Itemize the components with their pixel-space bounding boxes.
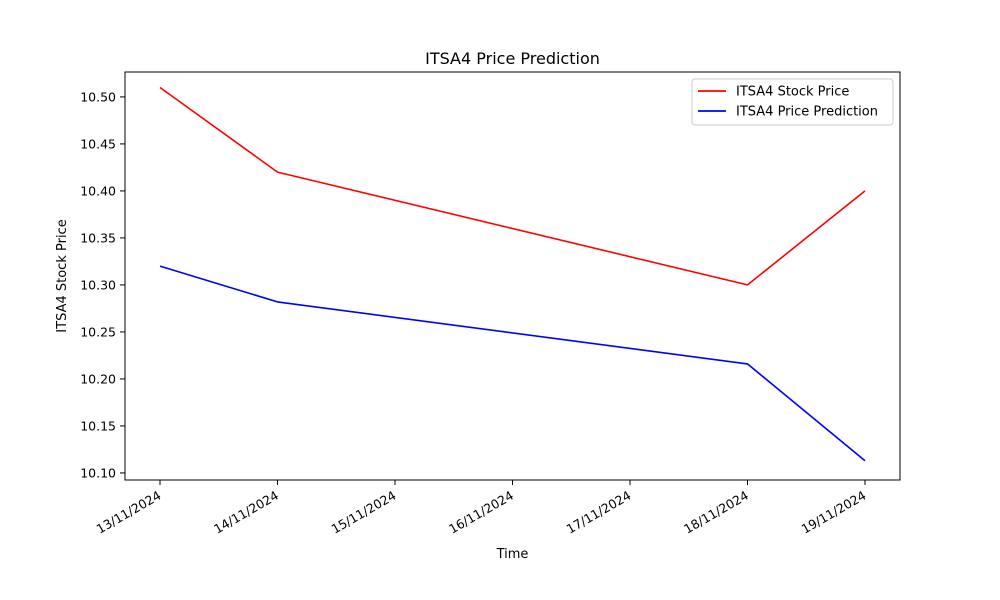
y-tick-label: 10.45	[80, 136, 116, 151]
plot-area	[124, 71, 901, 481]
y-tick-label: 10.40	[80, 183, 116, 198]
y-tick-label: 10.20	[80, 371, 116, 386]
legend-label: ITSA4 Price Prediction	[736, 105, 878, 120]
legend-label: ITSA4 Stock Price	[736, 85, 849, 100]
x-axis: 13/11/2024 14/11/2024 15/11/2024 16/11/2024…	[94, 480, 869, 537]
x-tick-label: 15/11/2024	[329, 488, 399, 537]
y-tick-label: 10.30	[80, 277, 116, 292]
x-tick-label: 19/11/2024	[799, 488, 869, 537]
legend-box	[691, 78, 894, 126]
series-layer	[159, 86, 866, 462]
y-axis: 10.10 10.15 10.20 10.25 10.30 10.35 10.40 10.45…	[80, 89, 125, 480]
series-line-2	[159, 265, 866, 462]
y-tick-label: 10.25	[80, 324, 116, 339]
x-tick-label: 13/11/2024	[94, 488, 164, 537]
y-tick-label: 10.35	[80, 230, 116, 245]
x-axis-label: Time	[496, 547, 529, 562]
x-tick-label: 18/11/2024	[681, 488, 751, 537]
x-tick-label: 16/11/2024	[446, 488, 516, 537]
chart-title: ITSA4 Price Prediction	[425, 49, 600, 68]
x-tick-label: 14/11/2024	[211, 488, 281, 537]
y-tick-label: 10.10	[80, 465, 116, 480]
plot-frame	[124, 71, 901, 481]
series-line-1	[159, 86, 866, 286]
y-tick-label: 10.15	[80, 418, 116, 433]
y-axis-label: ITSA4 Stock Price	[55, 219, 70, 332]
y-tick-label: 10.50	[80, 89, 116, 104]
legend: ITSA4 Stock Price ITSA4 Price Prediction	[691, 78, 894, 126]
x-tick-label: 17/11/2024	[564, 488, 634, 537]
